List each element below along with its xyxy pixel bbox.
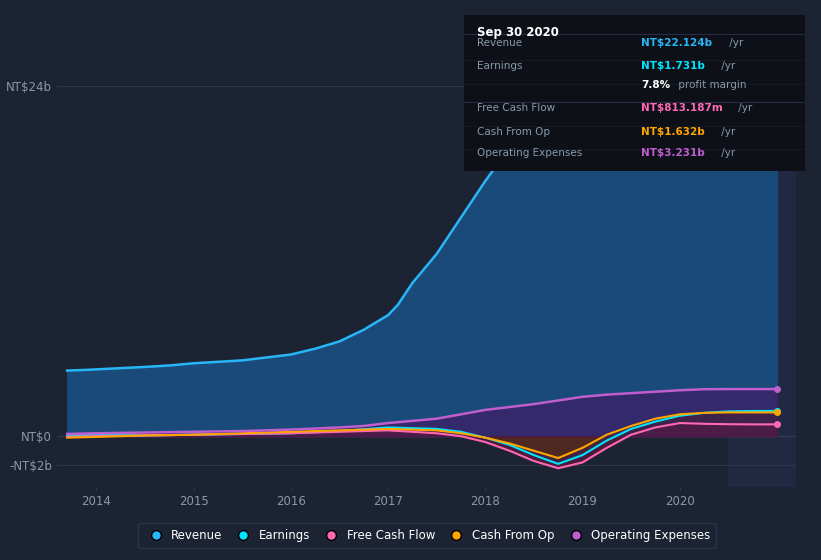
Text: /yr: /yr bbox=[727, 38, 744, 48]
Text: Earnings: Earnings bbox=[478, 61, 523, 71]
Text: NT$1.632b: NT$1.632b bbox=[641, 127, 704, 137]
Text: /yr: /yr bbox=[718, 61, 735, 71]
Text: Cash From Op: Cash From Op bbox=[478, 127, 551, 137]
Text: NT$1.731b: NT$1.731b bbox=[641, 61, 705, 71]
Text: NT$813.187m: NT$813.187m bbox=[641, 103, 722, 113]
Legend: Revenue, Earnings, Free Cash Flow, Cash From Op, Operating Expenses: Revenue, Earnings, Free Cash Flow, Cash … bbox=[138, 523, 716, 548]
Text: /yr: /yr bbox=[718, 148, 735, 158]
Text: NT$22.124b: NT$22.124b bbox=[641, 38, 712, 48]
Text: /yr: /yr bbox=[718, 127, 735, 137]
Bar bbox=[728, 28, 796, 487]
Text: Sep 30 2020: Sep 30 2020 bbox=[478, 26, 559, 39]
Text: Revenue: Revenue bbox=[478, 38, 523, 48]
Text: NT$3.231b: NT$3.231b bbox=[641, 148, 704, 158]
Text: /yr: /yr bbox=[735, 103, 752, 113]
Text: Free Cash Flow: Free Cash Flow bbox=[478, 103, 556, 113]
Text: profit margin: profit margin bbox=[675, 80, 746, 90]
Text: 7.8%: 7.8% bbox=[641, 80, 670, 90]
Text: Operating Expenses: Operating Expenses bbox=[478, 148, 583, 158]
